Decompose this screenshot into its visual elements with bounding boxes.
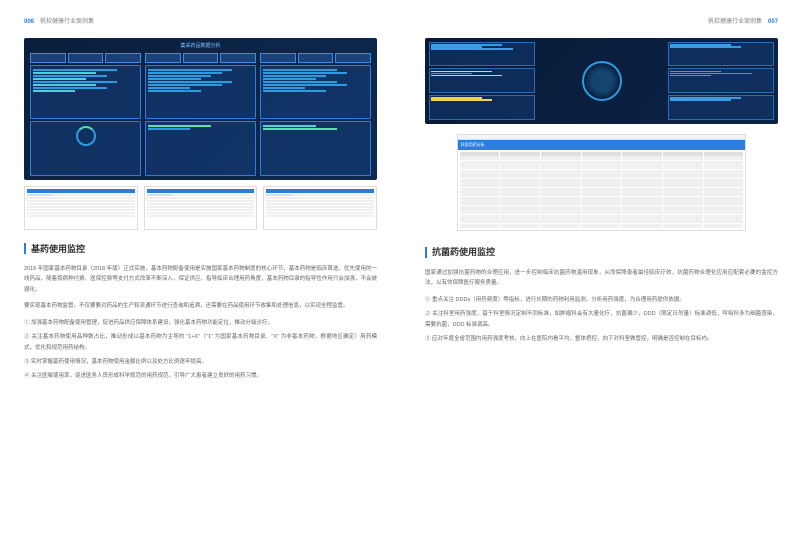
bullet-item: ② 关注基本药物使用品种数占比，推动形成以基本药物为主导的 "1+X"（"1" … bbox=[24, 332, 377, 353]
section-bar-icon bbox=[24, 243, 26, 254]
bullet-item: ① 重点关注 DDDs（用药频度）等指标，进行长期的药物利用监测，分析用药强度，… bbox=[425, 295, 778, 305]
dashboard-screenshot: 集采药品数据分析 bbox=[24, 38, 377, 180]
bullet-item: ② 关注科室用药强度，基于科室情况定制不同标准，如肿瘤科会有大量化疗，抗菌偏少，… bbox=[425, 309, 778, 330]
page-number: 006 bbox=[24, 18, 34, 28]
bullet-item: ④ 关注医嘱使用率，促进医务人员形成科学规范的用药规范，引导广大患者建立良好的用… bbox=[24, 371, 377, 381]
section-title-text: 基药使用监控 bbox=[31, 242, 85, 256]
thumbnail-table bbox=[263, 186, 377, 230]
thumbnail-table bbox=[24, 186, 138, 230]
paragraph: 2018 年国家基本药物目录（2018 年版）正式实施，基本药物配备使用是实施国… bbox=[24, 264, 377, 295]
bullet-item: ① 加强基本药物配备使用管理，促进药品供应保障体系建设，强化基本药物功能定位，推… bbox=[24, 318, 377, 328]
bullet-item: ③ 应对年度全省范围内用药强度考核，向上在医院内看平均，整体把控，向下对科室做管… bbox=[425, 334, 778, 344]
dashboard-title: 集采药品数据分析 bbox=[30, 42, 371, 50]
section-bar-icon bbox=[425, 247, 427, 258]
header-text: 帆软健康行业案例集 bbox=[708, 18, 762, 28]
table-screenshot: 科室用药分析 bbox=[457, 134, 746, 232]
page-header-right: 帆软健康行业案例集 007 bbox=[425, 18, 778, 28]
paragraph: 国家通过加强抗菌药物的合理应用，进一步控制临床抗菌药物滥用现象，从而保障患者最佳… bbox=[425, 268, 778, 289]
page-header-left: 006 帆软健康行业案例集 bbox=[24, 18, 377, 28]
section-title-text: 抗菌药使用监控 bbox=[432, 245, 495, 259]
dashboard-screenshot-2 bbox=[425, 38, 778, 124]
thumbnail-table bbox=[144, 186, 258, 230]
table-title: 科室用药分析 bbox=[458, 140, 745, 150]
paragraph: 要实现基本药物监管，不仅要要对药品的生产和流通环节进行查询和追溯，还需要在药品使… bbox=[24, 301, 377, 311]
bullet-item: ③ 实时掌握基药使用情况，基本药物使用金额比例以及处方比例逐年提高。 bbox=[24, 357, 377, 367]
header-text: 帆软健康行业案例集 bbox=[40, 18, 94, 28]
section-title: 抗菌药使用监控 bbox=[425, 245, 778, 259]
section-title: 基药使用监控 bbox=[24, 242, 377, 256]
page-number: 007 bbox=[768, 18, 778, 28]
thumbnail-row bbox=[24, 186, 377, 230]
